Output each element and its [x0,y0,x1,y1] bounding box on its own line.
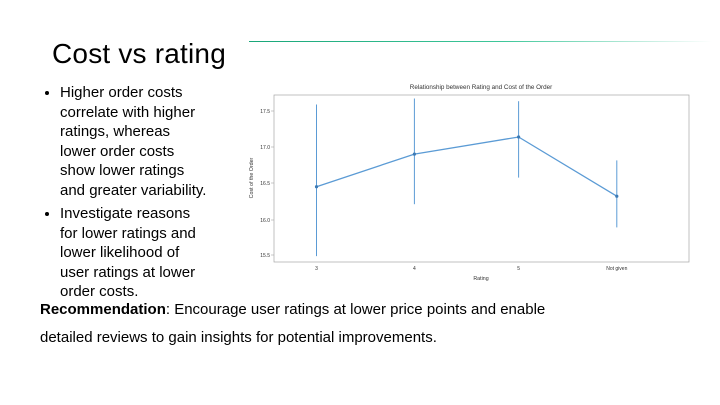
svg-text:Not given: Not given [606,266,627,272]
svg-text:3: 3 [315,266,318,272]
svg-text:Rating: Rating [473,276,488,282]
svg-text:15.5: 15.5 [260,253,270,259]
svg-text:4: 4 [413,266,416,272]
svg-text:17.0: 17.0 [260,145,270,151]
svg-text:Cost of the Order: Cost of the Order [249,157,255,198]
svg-text:17.5: 17.5 [260,109,270,115]
svg-text:5: 5 [517,266,520,272]
svg-text:16.0: 16.0 [260,218,270,224]
svg-text:Relationship between Rating an: Relationship between Rating and Cost of … [410,84,552,91]
svg-text:16.5: 16.5 [260,181,270,187]
